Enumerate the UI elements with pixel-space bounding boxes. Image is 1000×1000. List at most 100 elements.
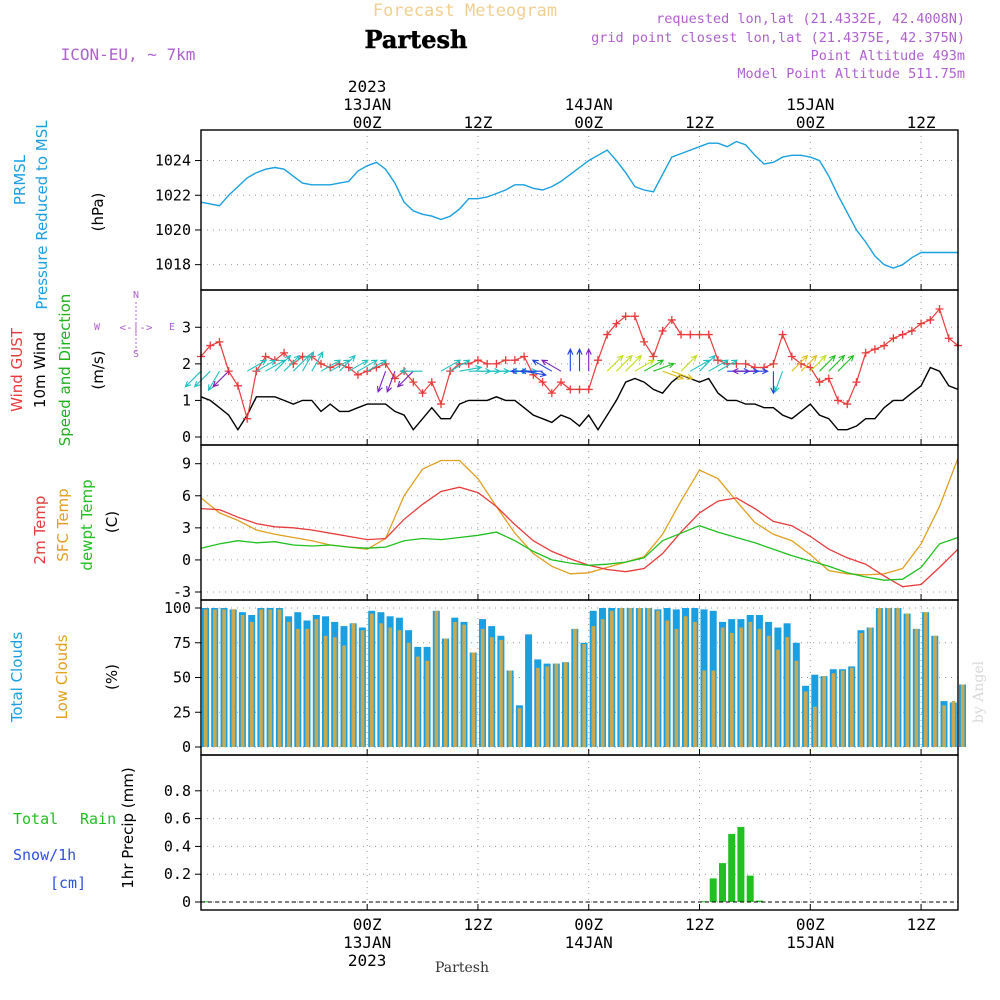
compass-n: N: [133, 290, 139, 301]
rain-bar: [755, 900, 763, 902]
low-cloud-bar: [296, 628, 300, 747]
wind-direction-arrow: [193, 370, 211, 388]
wind-gust-marker: [510, 356, 519, 365]
y-tick-label: 1018: [155, 256, 191, 274]
low-cloud-bar: [776, 649, 780, 747]
y-tick-label: 1022: [155, 186, 191, 204]
wind-gust-marker: [658, 326, 667, 335]
low-cloud-bar: [877, 608, 882, 747]
top-date-label: 14JAN: [565, 95, 613, 114]
y-tick-label: 25: [173, 703, 191, 721]
y-tick-label: 1024: [155, 152, 191, 170]
pressure-label: PRMSL: [11, 154, 29, 205]
wind-direction-arrow: [524, 370, 548, 378]
temp-unit-label: (C): [103, 511, 121, 533]
low-cloud-bar: [923, 612, 928, 747]
wind-speed-line: [200, 366, 959, 432]
wind-gust-marker: [520, 352, 529, 361]
wind-gust-marker: [843, 400, 852, 409]
y-tick-label: 3: [182, 318, 191, 336]
low-cloud-bar: [600, 619, 605, 747]
low-cloud-bar: [914, 628, 919, 747]
wind-gust-marker: [353, 370, 362, 379]
wind-direction-arrow: [376, 371, 387, 393]
point-altitude: Point Altitude 493m: [811, 48, 965, 64]
low-cloud-bar: [443, 638, 448, 747]
low-cloud-bar: [453, 621, 457, 747]
bottom-time-label: 00Z: [574, 915, 603, 934]
wind-direction-arrow: [207, 370, 220, 392]
bottom-date-label: 13JAN: [343, 933, 391, 952]
low-cloud-bar: [203, 609, 208, 747]
wind-gust-marker: [409, 378, 418, 387]
wind-direction-arrow: [819, 354, 836, 372]
rain-bar: [700, 901, 708, 903]
low-cloud-bar: [231, 609, 236, 747]
wind-gust-marker: [492, 359, 501, 368]
wind-gust-marker: [907, 326, 916, 335]
wind-gust-label: Wind GUST: [8, 327, 26, 412]
wind-gust-marker: [363, 367, 372, 376]
top-time-label: 12Z: [685, 113, 714, 132]
y-tick-label: 2: [182, 355, 191, 373]
y-tick-label: 0: [182, 428, 191, 446]
wind-direction-arrow: [519, 368, 543, 375]
wind-speed-label: 10m Wind: [31, 332, 49, 408]
wind-gust-marker: [621, 312, 630, 321]
pressure-line: [200, 140, 958, 269]
low-cloud-bar: [370, 613, 374, 747]
wind-gust-marker: [870, 345, 879, 354]
low-cloud-bar: [785, 637, 790, 747]
wind-gust-marker: [630, 312, 639, 321]
panel-frame: [200, 444, 959, 601]
subtitle-text: Forecast Meteogram: [373, 1, 557, 21]
wind-direction-arrow: [837, 354, 855, 372]
wind-direction-arrow: [212, 370, 230, 388]
low-cloud-bar: [286, 621, 291, 747]
compass-e: E: [169, 322, 175, 333]
temp-2m-line: [200, 486, 959, 588]
wind-direction-arrow: [699, 354, 716, 372]
wind-gust-marker: [861, 348, 870, 357]
total-clouds-label: Total Clouds: [8, 632, 26, 724]
wind-gust-marker: [769, 359, 778, 368]
low-cloud-bar: [803, 691, 808, 747]
low-cloud-bar: [730, 633, 734, 747]
wind-direction-arrow: [274, 354, 292, 372]
clouds-unit-label: (%): [103, 664, 121, 690]
low-cloud-bar: [748, 621, 753, 747]
wind-gust-marker: [686, 330, 695, 339]
low-cloud-bar: [351, 623, 356, 747]
wind-direction-arrow: [357, 359, 379, 372]
low-cloud-bar: [250, 621, 254, 747]
bottom-date-label: 15JAN: [786, 933, 834, 952]
wind-direction-arrow: [246, 359, 268, 372]
top-time-label: 00Z: [796, 113, 825, 132]
wind-direction-arrow: [283, 354, 301, 372]
wind-direction-arrow: [625, 354, 643, 372]
precip-unit-label: 1hr Precip (mm): [119, 767, 137, 888]
low-cloud-bar: [323, 635, 328, 747]
y-tick-label: -3: [173, 583, 191, 601]
bottom-year-label: 2023: [348, 951, 387, 970]
low-cloud-bar: [277, 609, 282, 747]
wind-gust-marker: [206, 341, 215, 350]
wind-gust-marker: [575, 385, 584, 394]
wind-gust-marker: [566, 385, 575, 394]
low-cloud-bar: [610, 610, 614, 747]
wind-direction-arrow: [791, 354, 809, 372]
y-tick-label: 1: [182, 391, 191, 409]
rain-bar: [719, 863, 726, 902]
low-cloud-bar: [425, 660, 430, 747]
low-cloud-bar: [240, 615, 245, 747]
low-cloud-bar: [582, 644, 586, 747]
wind-direction-arrow: [184, 370, 202, 388]
low-cloud-bar: [434, 610, 439, 747]
low-cloud-bar: [305, 628, 309, 747]
wind-gust-marker: [224, 367, 233, 376]
snow-label: Snow/1h: [13, 846, 76, 864]
low-cloud-bar: [268, 609, 273, 747]
wind-gust-marker: [935, 304, 944, 313]
wind-gust-marker: [538, 378, 547, 387]
y-tick-label: 0.8: [164, 782, 191, 800]
